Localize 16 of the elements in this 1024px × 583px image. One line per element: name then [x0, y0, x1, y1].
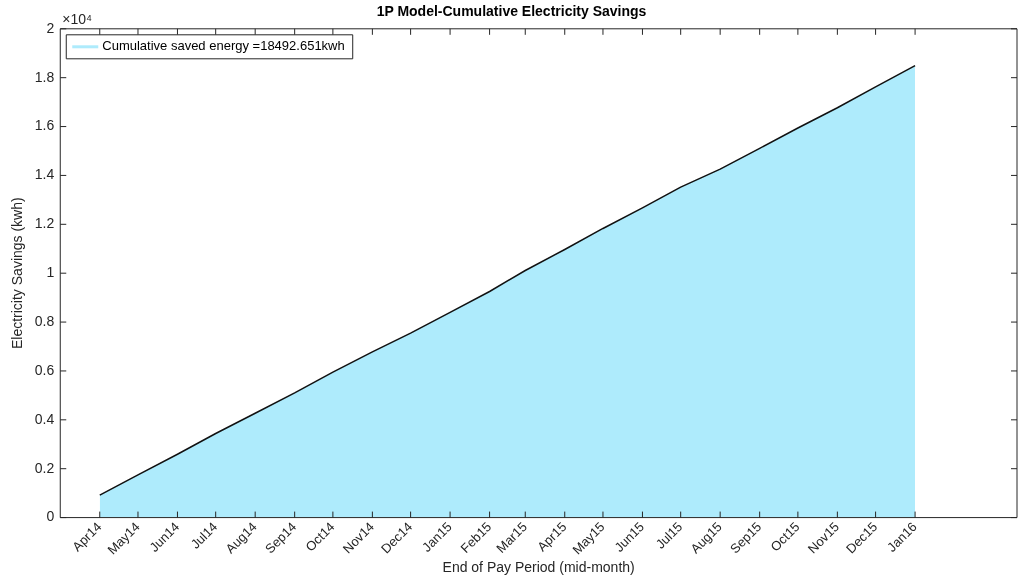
- y-tick-label: 0.2: [34, 459, 55, 476]
- y-tick-label: 0.8: [34, 312, 55, 329]
- y-tick-label: 0.4: [34, 410, 55, 427]
- y-axis-title: Electricity Savings (kwh): [9, 197, 26, 350]
- y-tick-label: 1.6: [34, 117, 55, 134]
- x-axis-title: End of Pay Period (mid-month): [442, 559, 635, 576]
- chart-title: 1P Model-Cumulative Electricity Savings: [376, 3, 647, 20]
- y-tick-label: 0: [46, 508, 55, 525]
- y-tick-label: 1.8: [34, 68, 55, 85]
- y-tick-label: 0.6: [34, 361, 55, 378]
- legend-label: Cumulative saved energy =18492.651kwh: [102, 38, 345, 54]
- y-tick-label: 2: [46, 19, 55, 36]
- y-tick-label: 1.2: [34, 215, 55, 232]
- y-tick-label: 1: [46, 264, 55, 281]
- y-tick-label: 1.4: [34, 166, 55, 183]
- text: ×10⁴: [62, 10, 93, 27]
